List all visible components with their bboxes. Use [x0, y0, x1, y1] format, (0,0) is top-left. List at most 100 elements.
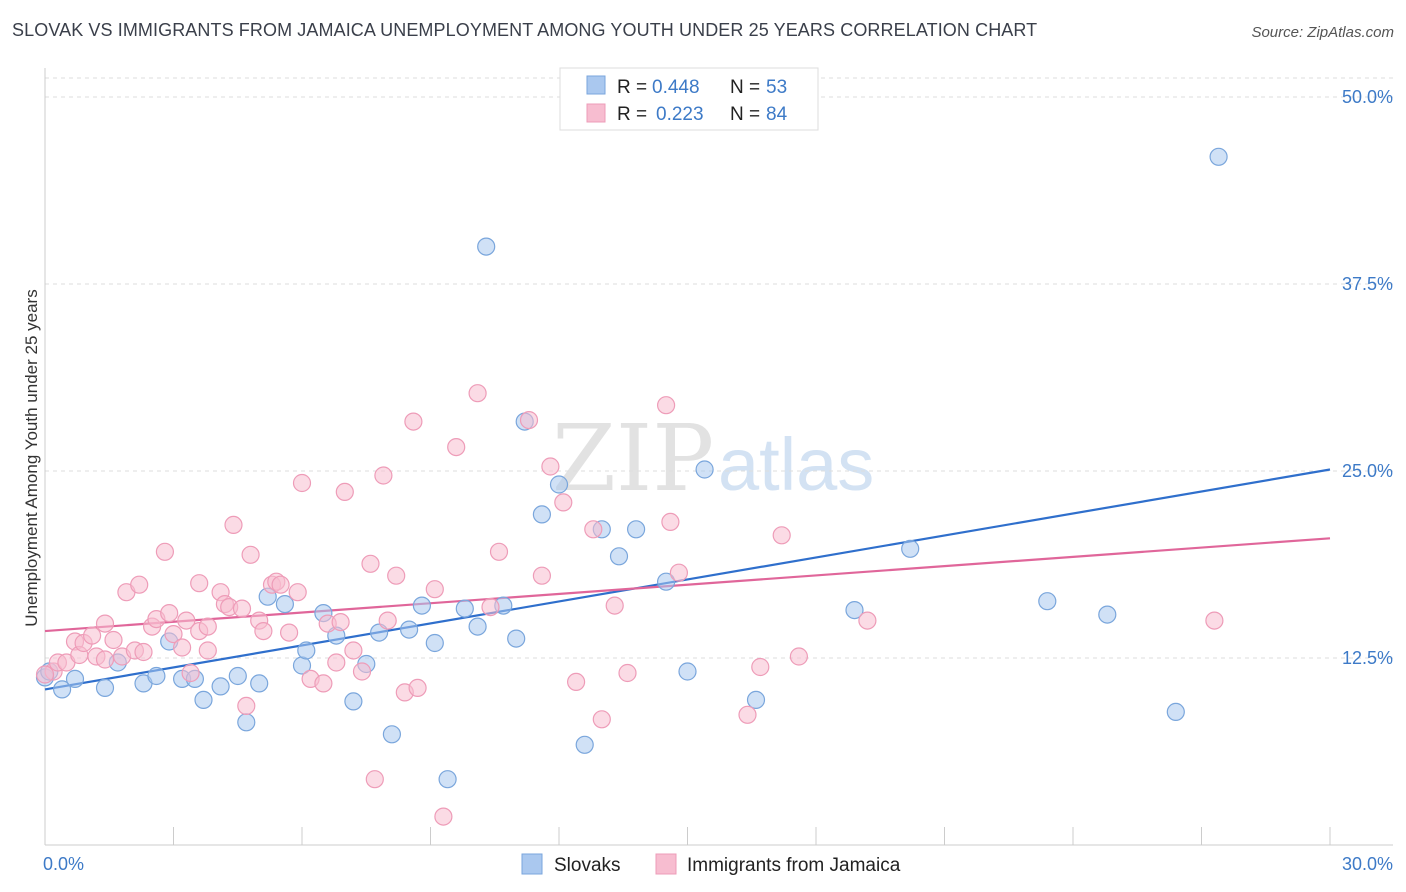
point-slovaks	[237, 713, 256, 732]
point-jamaica	[789, 647, 809, 666]
point-slovaks	[468, 617, 487, 636]
x-tick-label: 30.0%	[1342, 854, 1393, 874]
point-slovaks	[211, 677, 230, 696]
point-slovaks	[845, 600, 864, 620]
legend-r-label-slovaks: R =	[617, 77, 647, 98]
point-jamaica	[155, 542, 174, 561]
point-jamaica	[361, 554, 380, 573]
point-jamaica	[198, 617, 217, 636]
chart-title: SLOVAK VS IMMIGRANTS FROM JAMAICA UNEMPL…	[12, 20, 1038, 40]
point-slovaks	[297, 641, 316, 660]
point-jamaica	[669, 563, 689, 582]
point-slovaks	[1098, 605, 1117, 624]
point-slovaks	[250, 674, 269, 693]
point-slovaks	[425, 633, 444, 653]
point-jamaica	[224, 515, 243, 535]
point-jamaica	[434, 807, 453, 826]
point-slovaks	[532, 505, 552, 524]
point-slovaks	[228, 666, 247, 686]
point-slovaks	[455, 599, 474, 618]
series-legend-swatch-jamaica	[655, 853, 677, 875]
point-jamaica	[241, 545, 260, 564]
point-jamaica	[292, 473, 312, 493]
trend-line-jamaica	[44, 537, 1331, 633]
series-legend-swatch-slovaks	[521, 853, 543, 875]
point-jamaica	[1205, 611, 1224, 630]
point-jamaica	[237, 696, 256, 716]
legend-n-label-slovaks: N =	[730, 77, 760, 98]
point-jamaica	[656, 396, 676, 415]
point-jamaica	[104, 630, 123, 650]
point-jamaica	[605, 596, 624, 615]
point-slovaks	[275, 594, 294, 614]
point-jamaica	[365, 770, 384, 789]
y-tick-label: 12.5%	[1342, 648, 1393, 668]
point-jamaica	[584, 520, 603, 539]
y-axis-label: Unemployment Among Youth under 25 years	[22, 289, 41, 626]
gridlines	[45, 77, 1393, 659]
point-jamaica	[858, 611, 877, 630]
point-jamaica	[425, 580, 444, 599]
watermark: ZIP atlas	[552, 405, 874, 512]
legend-n-value-jamaica: 84	[766, 104, 788, 125]
y-tick-label: 25.0%	[1342, 461, 1393, 481]
point-jamaica	[198, 641, 217, 660]
point-slovaks	[1166, 702, 1185, 722]
point-slovaks	[438, 770, 457, 789]
point-jamaica	[134, 642, 153, 662]
point-slovaks	[382, 725, 401, 744]
point-jamaica	[95, 614, 115, 633]
x-tick-label: 0.0%	[43, 854, 84, 874]
point-jamaica	[751, 657, 770, 677]
point-slovaks	[344, 692, 363, 711]
point-jamaica	[181, 663, 200, 683]
y-tick-label: 37.5%	[1342, 274, 1393, 294]
point-jamaica	[331, 612, 350, 632]
point-slovaks	[477, 237, 496, 256]
legend-swatch-slovaks	[586, 75, 606, 95]
point-slovaks	[1038, 592, 1057, 611]
point-slovaks	[609, 547, 629, 566]
point-jamaica	[532, 566, 552, 585]
legend-r-value-jamaica: 0.223	[656, 104, 704, 125]
point-jamaica	[254, 621, 273, 641]
point-jamaica	[566, 672, 586, 692]
legend-n-label-jamaica: N =	[730, 104, 760, 125]
legend-swatch-jamaica	[586, 103, 606, 123]
point-jamaica	[378, 611, 397, 630]
legend-r-label-jamaica: R =	[617, 104, 647, 125]
legend-r-value-slovaks: 0.448	[652, 77, 700, 98]
source-credit: Source: ZipAtlas.com	[1251, 24, 1394, 41]
tick-labels: 12.5% 25.0% 37.5% 50.0% 0.0% 30.0%	[43, 87, 1393, 874]
trend-line-slovaks	[44, 468, 1331, 691]
point-jamaica	[387, 566, 406, 585]
series-legend-label-slovaks: Slovaks	[554, 855, 621, 876]
point-jamaica	[519, 411, 539, 430]
point-jamaica	[404, 412, 423, 431]
point-slovaks	[678, 662, 697, 681]
point-jamaica	[344, 641, 363, 660]
point-jamaica	[95, 650, 115, 669]
point-slovaks	[626, 520, 646, 539]
point-slovaks	[400, 620, 419, 639]
point-slovaks	[412, 596, 431, 615]
point-jamaica	[618, 663, 637, 683]
point-slovaks	[507, 629, 526, 648]
point-jamaica	[468, 384, 487, 403]
point-jamaica	[772, 526, 791, 545]
point-jamaica	[738, 705, 757, 724]
y-tick-label: 50.0%	[1342, 87, 1393, 107]
point-slovaks	[147, 666, 166, 686]
legend-n-value-slovaks: 53	[766, 77, 787, 98]
point-jamaica	[352, 662, 372, 681]
point-jamaica	[232, 599, 252, 618]
watermark-atlas: atlas	[718, 423, 874, 506]
point-jamaica	[164, 624, 183, 644]
point-jamaica	[271, 575, 290, 594]
series-legend-label-jamaica: Immigrants from Jamaica	[687, 855, 901, 876]
point-slovaks	[52, 680, 72, 699]
point-jamaica	[481, 597, 500, 617]
point-jamaica	[447, 438, 466, 457]
point-jamaica	[374, 466, 393, 485]
